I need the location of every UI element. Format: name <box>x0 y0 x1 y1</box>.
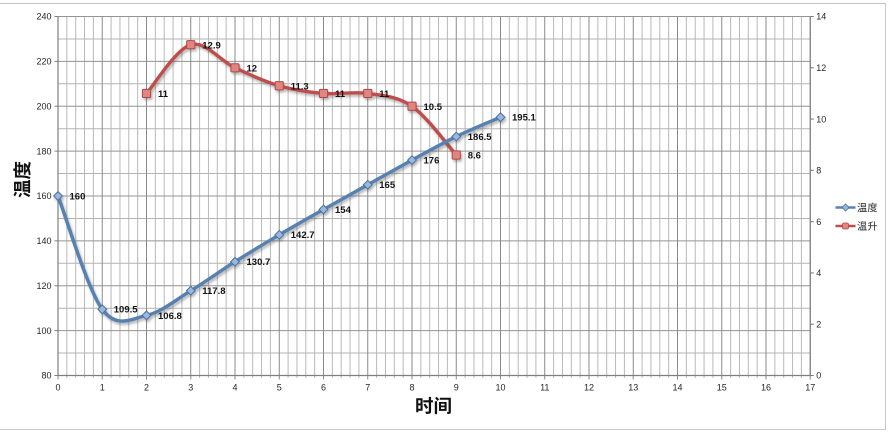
svg-text:8: 8 <box>816 166 821 176</box>
svg-text:1: 1 <box>100 383 105 393</box>
svg-text:4: 4 <box>232 383 237 393</box>
svg-text:13: 13 <box>628 383 638 393</box>
svg-text:154: 154 <box>335 205 352 216</box>
svg-text:180: 180 <box>36 146 51 156</box>
svg-text:186.5: 186.5 <box>468 132 492 143</box>
svg-text:17: 17 <box>805 383 815 393</box>
svg-text:0: 0 <box>55 383 60 393</box>
svg-text:11.3: 11.3 <box>291 81 309 92</box>
svg-text:12: 12 <box>584 383 594 393</box>
svg-text:11: 11 <box>158 89 169 100</box>
svg-text:14: 14 <box>816 12 826 22</box>
svg-text:4: 4 <box>816 268 821 278</box>
svg-text:6: 6 <box>816 217 821 227</box>
svg-text:7: 7 <box>365 383 370 393</box>
svg-text:240: 240 <box>36 12 51 22</box>
svg-text:200: 200 <box>36 101 51 111</box>
svg-text:160: 160 <box>70 191 86 202</box>
svg-text:11: 11 <box>540 383 549 393</box>
svg-text:10.5: 10.5 <box>424 102 443 113</box>
svg-text:117.8: 117.8 <box>202 286 225 297</box>
svg-text:130.7: 130.7 <box>247 257 271 268</box>
svg-text:220: 220 <box>36 57 51 67</box>
svg-text:142.7: 142.7 <box>291 230 315 241</box>
svg-text:100: 100 <box>36 326 51 336</box>
svg-text:5: 5 <box>277 383 282 393</box>
svg-text:160: 160 <box>36 191 51 201</box>
svg-text:176: 176 <box>424 156 440 167</box>
svg-text:3: 3 <box>188 383 193 393</box>
svg-text:106.8: 106.8 <box>158 311 182 322</box>
svg-text:11: 11 <box>379 89 390 100</box>
svg-text:12: 12 <box>816 63 826 73</box>
svg-text:120: 120 <box>36 281 51 291</box>
svg-text:10: 10 <box>495 383 505 393</box>
svg-text:10: 10 <box>816 114 826 124</box>
svg-text:16: 16 <box>761 383 771 393</box>
svg-text:11: 11 <box>335 89 346 100</box>
svg-text:0: 0 <box>816 371 821 381</box>
svg-text:8: 8 <box>409 383 414 393</box>
svg-text:109.5: 109.5 <box>114 305 138 316</box>
svg-text:12.9: 12.9 <box>202 40 221 51</box>
svg-text:165: 165 <box>379 180 396 191</box>
svg-text:6: 6 <box>321 383 326 393</box>
svg-text:2: 2 <box>816 319 821 329</box>
svg-text:80: 80 <box>41 371 51 381</box>
svg-text:12: 12 <box>247 63 258 74</box>
svg-text:14: 14 <box>672 383 682 393</box>
svg-text:15: 15 <box>717 383 727 393</box>
svg-text:140: 140 <box>36 236 51 246</box>
svg-text:8.6: 8.6 <box>468 151 481 162</box>
svg-text:9: 9 <box>454 383 459 393</box>
svg-text:195.1: 195.1 <box>512 113 536 124</box>
svg-text:2: 2 <box>144 383 149 393</box>
